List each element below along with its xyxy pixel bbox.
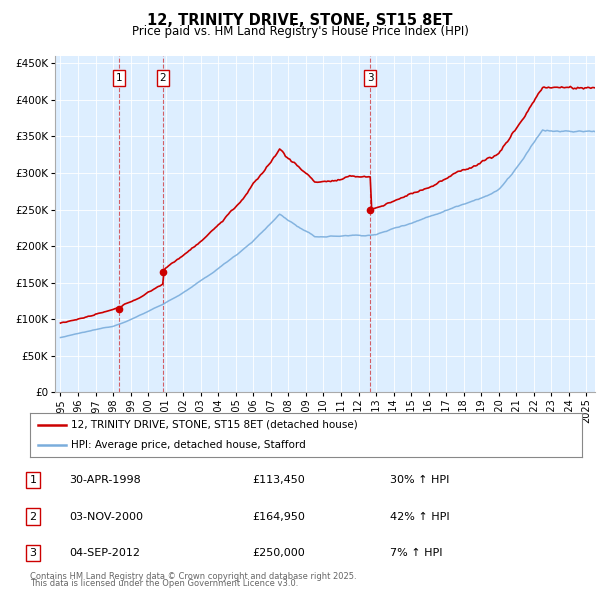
- Text: 7% ↑ HPI: 7% ↑ HPI: [390, 548, 443, 558]
- Text: £250,000: £250,000: [252, 548, 305, 558]
- Text: 3: 3: [29, 548, 37, 558]
- Text: 3: 3: [367, 73, 374, 83]
- Text: 2: 2: [160, 73, 166, 83]
- Text: 1: 1: [116, 73, 122, 83]
- Text: 04-SEP-2012: 04-SEP-2012: [69, 548, 140, 558]
- Text: 42% ↑ HPI: 42% ↑ HPI: [390, 512, 449, 522]
- Text: £113,450: £113,450: [252, 475, 305, 485]
- Text: 12, TRINITY DRIVE, STONE, ST15 8ET: 12, TRINITY DRIVE, STONE, ST15 8ET: [147, 13, 453, 28]
- Text: This data is licensed under the Open Government Licence v3.0.: This data is licensed under the Open Gov…: [30, 579, 298, 588]
- Text: 1: 1: [29, 475, 37, 485]
- Text: 12, TRINITY DRIVE, STONE, ST15 8ET (detached house): 12, TRINITY DRIVE, STONE, ST15 8ET (deta…: [71, 420, 358, 430]
- Text: HPI: Average price, detached house, Stafford: HPI: Average price, detached house, Staf…: [71, 440, 306, 450]
- Text: Price paid vs. HM Land Registry's House Price Index (HPI): Price paid vs. HM Land Registry's House …: [131, 25, 469, 38]
- Text: £164,950: £164,950: [252, 512, 305, 522]
- Text: 30-APR-1998: 30-APR-1998: [69, 475, 141, 485]
- Text: 03-NOV-2000: 03-NOV-2000: [69, 512, 143, 522]
- Text: Contains HM Land Registry data © Crown copyright and database right 2025.: Contains HM Land Registry data © Crown c…: [30, 572, 356, 581]
- Text: 30% ↑ HPI: 30% ↑ HPI: [390, 475, 449, 485]
- Text: 2: 2: [29, 512, 37, 522]
